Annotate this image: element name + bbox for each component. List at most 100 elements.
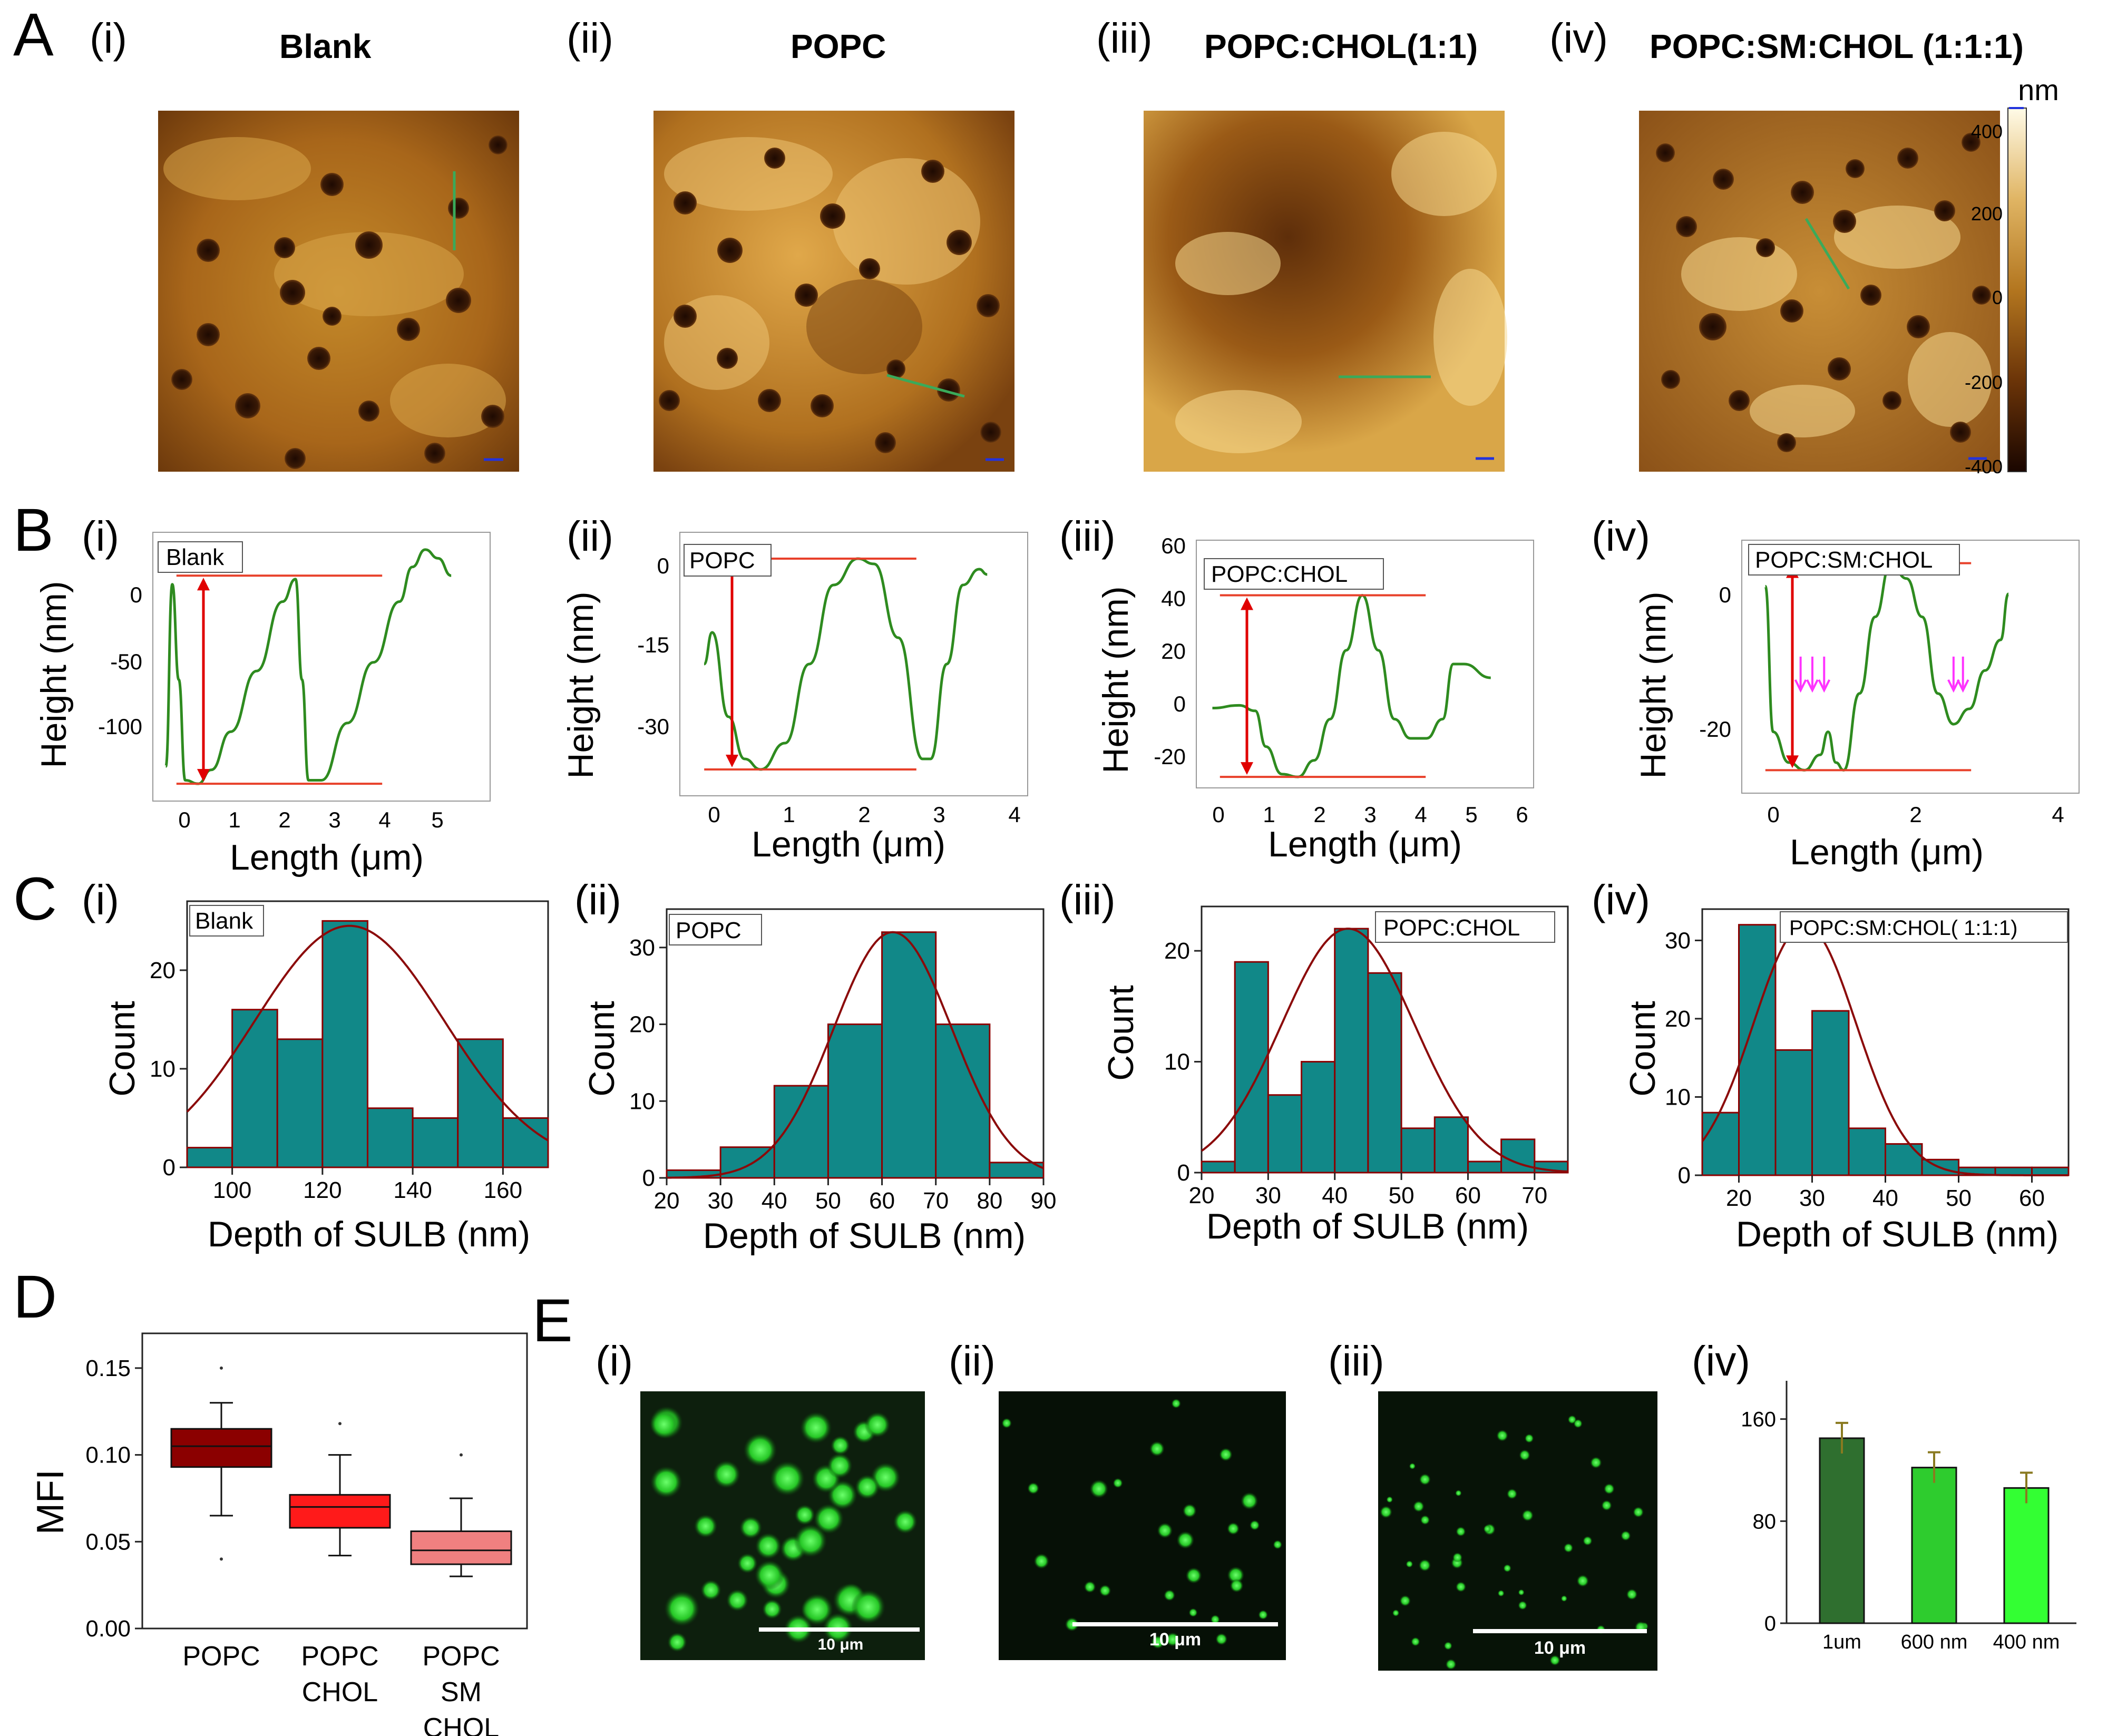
arrow-head bbox=[1241, 597, 1253, 610]
x-tick-label: 160 bbox=[484, 1177, 522, 1203]
fluorescent-spot bbox=[1601, 1500, 1612, 1511]
b-tick: 1 bbox=[1263, 802, 1275, 827]
fluorescent-spot bbox=[1033, 1553, 1049, 1569]
fluorescent-spot bbox=[737, 1553, 758, 1574]
fluorescent-spot bbox=[1445, 1659, 1457, 1670]
x-tick-label: 60 bbox=[869, 1188, 895, 1214]
category-label: 400 nm bbox=[1993, 1631, 2060, 1653]
fluorescent-spot bbox=[1411, 1637, 1420, 1646]
y-tick-label: 160 bbox=[1741, 1408, 1776, 1431]
fluorescent-spot bbox=[1258, 1610, 1268, 1620]
b-tick: 2 bbox=[278, 807, 290, 832]
category-label: SM bbox=[441, 1677, 482, 1708]
scale-bar-label: 10 μm bbox=[818, 1636, 864, 1653]
fluorescent-spot bbox=[1188, 1608, 1198, 1617]
arrow-head bbox=[726, 755, 738, 767]
profile-line bbox=[1764, 562, 2010, 772]
y-tick-label: 0 bbox=[1678, 1163, 1691, 1188]
histogram-bar bbox=[881, 931, 937, 1179]
histogram-bar bbox=[1774, 1049, 1813, 1176]
c-ylabel: Count bbox=[1101, 985, 1141, 1081]
fluorescent-spot bbox=[754, 1560, 785, 1591]
histogram-bar bbox=[935, 1023, 991, 1179]
fluorescent-spot bbox=[700, 1579, 721, 1601]
b-tick: 3 bbox=[328, 807, 340, 832]
b-tick: 5 bbox=[431, 807, 443, 832]
x-tick-label: 120 bbox=[303, 1177, 342, 1203]
b-legend-1: Blank bbox=[166, 544, 225, 570]
b-tick: 0 bbox=[708, 802, 720, 827]
colorbar-tick: 0 bbox=[1992, 287, 2003, 308]
b-tick: 6 bbox=[1516, 802, 1528, 827]
histogram-bar bbox=[1400, 1127, 1436, 1174]
arrow-head bbox=[1786, 755, 1799, 768]
fluorescent-spot bbox=[1380, 1506, 1392, 1518]
y-tick-label: 20 bbox=[1164, 938, 1190, 964]
b-tick: -20 bbox=[1154, 744, 1186, 769]
histogram-popc-sm-chol: (iv) 20 30 40 50 60 0 10 20 30 Count Depth of SU… bbox=[1592, 876, 2070, 1254]
histogram-bar bbox=[1367, 972, 1402, 1174]
b-tick: 0 bbox=[130, 582, 142, 607]
category-label: 600 nm bbox=[1901, 1631, 1968, 1653]
fluorescent-spot bbox=[649, 1410, 679, 1439]
x-tick-label: 30 bbox=[1799, 1185, 1825, 1211]
plot-frame bbox=[152, 532, 491, 802]
c-legend-1: Blank bbox=[195, 908, 253, 934]
fluorescent-spot bbox=[1456, 1526, 1466, 1537]
mfi-bar-chart: 0 80 160 1um 600 nm 400 nm bbox=[1741, 1381, 2076, 1653]
fluorescent-spot bbox=[1227, 1522, 1240, 1535]
fluorescent-spot bbox=[1583, 1536, 1593, 1546]
fluorescent-spot bbox=[1455, 1581, 1467, 1593]
fluorescent-spot bbox=[1171, 1398, 1181, 1409]
b-roman-1: (i) bbox=[82, 513, 119, 560]
x-tick-label: 40 bbox=[762, 1188, 787, 1214]
c-roman-1: (i) bbox=[82, 876, 119, 923]
fluorescence-image-2: 10 μm bbox=[999, 1391, 1286, 1660]
gaussian-fit-line bbox=[1701, 923, 2069, 1176]
fluorescent-spot bbox=[694, 1514, 718, 1538]
fluorescent-spot bbox=[1149, 1441, 1165, 1457]
profile-plot-area bbox=[152, 532, 491, 802]
fluorescent-spot bbox=[712, 1460, 741, 1489]
profile-plot-area bbox=[1741, 540, 2080, 794]
b-tick: 0 bbox=[1174, 691, 1186, 716]
histogram-bar bbox=[1885, 1143, 1923, 1176]
fluorescent-spot bbox=[1157, 1523, 1173, 1538]
fluorescent-spot bbox=[1483, 1525, 1491, 1533]
y-tick-label: 80 bbox=[1753, 1510, 1777, 1533]
fluorescent-spot bbox=[801, 1593, 834, 1626]
fluorescent-spot bbox=[1273, 1540, 1282, 1549]
category-label: 1um bbox=[1822, 1631, 1861, 1653]
curvature-boxplot: 0.00 0.05 0.10 0.15 POPC POPC CHOL POPC SM CHOL M… bbox=[30, 1332, 528, 1736]
y-tick-label: 20 bbox=[1665, 1006, 1691, 1032]
histogram-bar bbox=[1701, 1111, 1740, 1176]
b-tick: 4 bbox=[378, 807, 391, 832]
b-tick: 2 bbox=[858, 802, 870, 827]
marker-arrow-head bbox=[1956, 679, 1969, 693]
afm-image-popc-chol bbox=[1144, 111, 1507, 472]
arrow-head bbox=[197, 578, 210, 591]
arrow-head bbox=[197, 769, 210, 782]
b-tick: 4 bbox=[2052, 802, 2064, 827]
histogram-area: 20 30 40 50 60 70 80 90 0 10 20 30 bbox=[629, 908, 1056, 1214]
mfi-bar bbox=[1819, 1437, 1865, 1624]
y-tick-label: 0 bbox=[163, 1155, 175, 1181]
fluorescent-spot bbox=[667, 1632, 687, 1652]
c-xlabel: Depth of SULB (nm) bbox=[1206, 1206, 1529, 1246]
profile-plot-popc-chol: (iii) Height (nm) Length (μm) 0 1 2 3 4 … bbox=[1059, 513, 1534, 864]
b-tick: 0 bbox=[1767, 802, 1779, 827]
c-roman-2: (ii) bbox=[574, 876, 621, 923]
b-tick: 0 bbox=[657, 553, 669, 578]
afm-image-popc-sm-chol bbox=[1639, 111, 2000, 472]
colorbar-tick: 200 bbox=[1971, 203, 2003, 225]
fluorescent-spot bbox=[1518, 1601, 1527, 1610]
gaussian-fit-line bbox=[666, 931, 1044, 1179]
fluorescent-spot bbox=[794, 1504, 815, 1526]
marker-arrow-head bbox=[1794, 679, 1807, 693]
fluorescent-spot bbox=[1219, 1448, 1233, 1461]
fluorescent-spot bbox=[650, 1466, 682, 1498]
y-tick-label: 20 bbox=[150, 958, 175, 983]
histogram-bar bbox=[773, 1085, 829, 1179]
profile-plot-area bbox=[1196, 540, 1534, 788]
c-xlabel: Depth of SULB (nm) bbox=[208, 1214, 530, 1254]
